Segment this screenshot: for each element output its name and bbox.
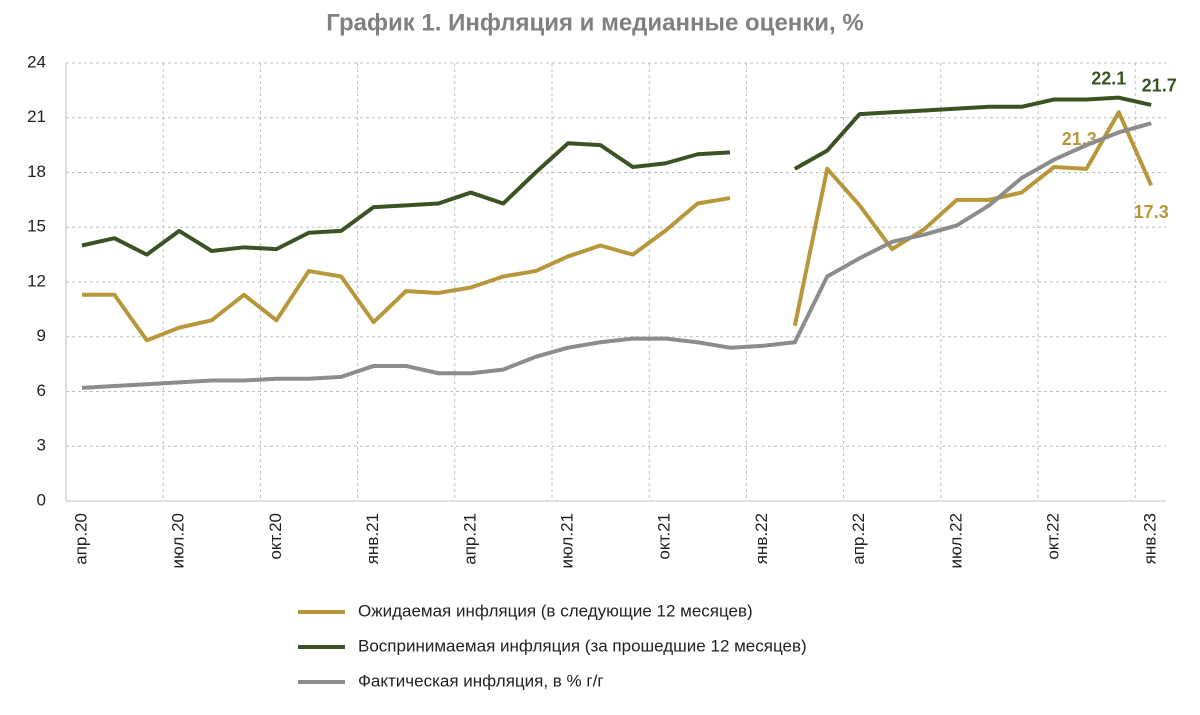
x-tick-label: янв.22 [752,513,771,564]
chart-title: График 1. Инфляция и медианные оценки, % [326,9,863,36]
y-tick-label: 0 [37,490,46,509]
data-label: 17.3 [1134,202,1169,222]
x-tick-label: янв.21 [363,513,382,564]
y-tick-label: 12 [27,271,46,290]
y-tick-label: 9 [37,326,46,345]
legend-label: Ожидаемая инфляция (в следующие 12 месяц… [358,601,753,620]
data-label: 22.1 [1091,68,1126,88]
x-tick-label: окт.22 [1043,513,1062,560]
x-tick-label: окт.21 [655,513,674,560]
legend-label: Воспринимаемая инфляция (за прошедшие 12… [358,636,807,655]
x-tick-label: июл.20 [169,513,188,568]
data-label: 21.3 [1062,129,1097,149]
x-tick-label: апр.22 [849,513,868,565]
y-tick-label: 24 [27,52,46,71]
y-tick-label: 15 [27,217,46,236]
y-tick-label: 18 [27,162,46,181]
data-label: 21.7 [1142,76,1177,96]
x-tick-label: апр.20 [71,513,90,565]
y-tick-label: 3 [37,436,46,455]
x-tick-label: июл.22 [946,513,965,568]
series-line [81,121,1152,390]
x-tick-label: окт.20 [266,513,285,560]
x-tick-label: июл.21 [557,513,576,568]
x-tick-label: апр.21 [460,513,479,565]
series-line [82,110,1154,343]
legend-label: Фактическая инфляция, в % г/г [358,671,604,690]
x-tick-label: янв.23 [1141,513,1160,564]
series-line [81,95,1152,257]
y-tick-label: 21 [27,107,46,126]
y-tick-label: 6 [37,381,46,400]
